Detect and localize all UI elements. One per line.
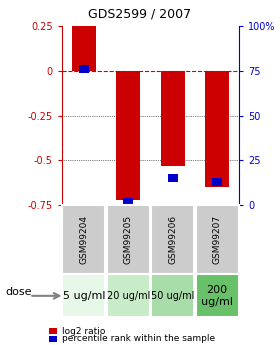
Text: dose: dose <box>6 287 32 297</box>
Text: GSM99207: GSM99207 <box>213 215 222 264</box>
Bar <box>168 174 178 183</box>
Text: log2 ratio: log2 ratio <box>62 327 105 336</box>
Bar <box>123 198 133 206</box>
Bar <box>205 71 229 187</box>
Bar <box>212 178 222 186</box>
Bar <box>116 71 141 200</box>
Text: 200
ug/ml: 200 ug/ml <box>201 285 233 307</box>
Text: GSM99204: GSM99204 <box>79 215 88 264</box>
Bar <box>160 71 185 166</box>
Text: 5 ug/ml: 5 ug/ml <box>62 291 105 301</box>
Bar <box>79 65 89 73</box>
Text: GSM99206: GSM99206 <box>168 215 177 264</box>
Text: percentile rank within the sample: percentile rank within the sample <box>62 334 215 343</box>
Text: GSM99205: GSM99205 <box>124 215 133 264</box>
Text: GDS2599 / 2007: GDS2599 / 2007 <box>88 8 192 21</box>
Text: 50 ug/ml: 50 ug/ml <box>151 291 194 301</box>
Bar <box>72 26 96 71</box>
Text: 20 ug/ml: 20 ug/ml <box>107 291 150 301</box>
